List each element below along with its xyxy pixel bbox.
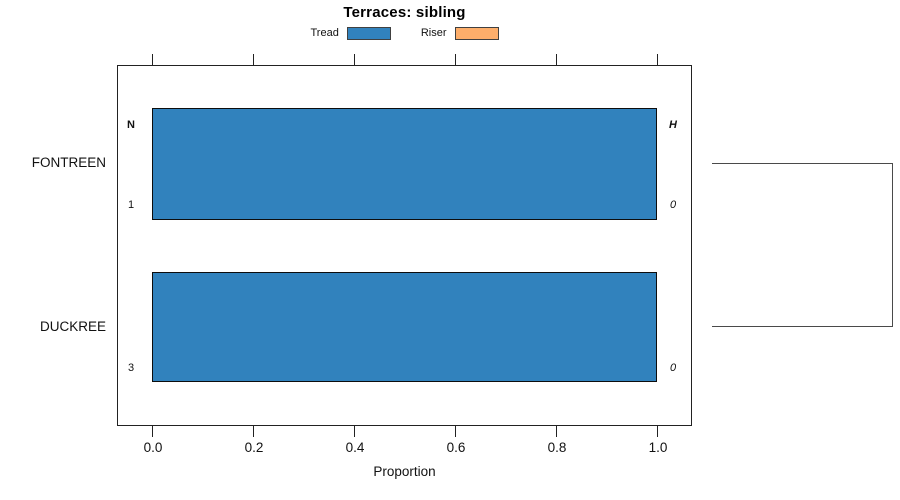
axis-tick-bottom xyxy=(253,426,255,437)
axis-tick-top xyxy=(354,54,356,65)
h-value-duckree: 0 xyxy=(669,362,677,374)
axis-tick-top xyxy=(253,54,255,65)
legend-swatch-tread-icon xyxy=(346,26,391,40)
n-value-fontreen: 1 xyxy=(127,199,135,211)
column-header-n: N xyxy=(127,119,135,131)
legend-swatch-riser-icon xyxy=(454,26,499,40)
x-tick-label: 0.2 xyxy=(244,440,264,455)
axis-tick-bottom xyxy=(657,426,659,437)
category-label-duckree: DUCKREE xyxy=(39,319,106,334)
legend-item-riser: Riser xyxy=(420,26,499,40)
legend-label-tread: Tread xyxy=(310,27,339,39)
n-value-duckree: 3 xyxy=(127,362,135,374)
x-tick-label: 0.6 xyxy=(446,440,466,455)
axis-tick-top xyxy=(657,54,659,65)
legend-item-tread: Tread xyxy=(310,26,391,40)
bar-duckree-tread xyxy=(152,272,657,382)
x-tick-label: 0.0 xyxy=(143,440,163,455)
x-tick-label: 1.0 xyxy=(648,440,668,455)
axis-tick-top xyxy=(556,54,558,65)
chart-title: Terraces: sibling xyxy=(343,4,466,21)
axis-tick-bottom xyxy=(152,426,154,437)
x-tick-label: 0.8 xyxy=(547,440,567,455)
column-header-h: H xyxy=(669,119,677,131)
h-value-fontreen: 0 xyxy=(669,199,677,211)
axis-tick-bottom xyxy=(455,426,457,437)
axis-tick-bottom xyxy=(556,426,558,437)
legend-label-riser: Riser xyxy=(420,27,447,39)
bar-fontreen-tread xyxy=(152,108,657,220)
axis-tick-bottom xyxy=(354,426,356,437)
axis-tick-top xyxy=(455,54,457,65)
x-tick-label: 0.4 xyxy=(345,440,365,455)
row-link-bracket xyxy=(712,163,893,327)
category-label-fontreen: FONTREEN xyxy=(31,155,106,170)
legend: Tread Riser xyxy=(117,24,692,42)
x-axis-label: Proportion xyxy=(373,464,436,479)
axis-tick-top xyxy=(152,54,154,65)
